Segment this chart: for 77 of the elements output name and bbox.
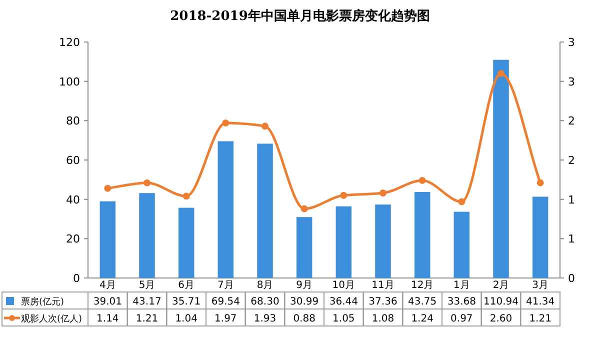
y-tick-label: 80	[66, 114, 80, 128]
x-tick-label: 12月	[410, 280, 434, 291]
y2-tick-label: 3	[568, 75, 575, 88]
data-label: 1.14	[96, 314, 119, 324]
y2-tick-label: 2	[568, 114, 575, 128]
data-label: 1.24	[411, 314, 434, 324]
legend-label: 观影人次(亿人)	[21, 314, 82, 324]
bar	[178, 208, 194, 278]
y-tick-label: 60	[66, 154, 80, 167]
data-label: 41.34	[526, 296, 555, 308]
data-label: 2.60	[490, 314, 512, 324]
x-tick-label: 6月	[178, 280, 195, 291]
data-label: 68.30	[250, 296, 280, 308]
chart-title: 2018-2019年中国单月电影票房变化趋势图	[170, 8, 430, 24]
y-tick-label: 40	[66, 193, 80, 206]
bar	[493, 60, 509, 278]
data-label: 1.97	[214, 314, 237, 324]
y-tick-label: 20	[66, 232, 80, 246]
data-label: 69.54	[211, 296, 240, 308]
data-label: 43.17	[132, 296, 162, 308]
point	[458, 198, 466, 206]
data-label: 35.71	[172, 296, 201, 308]
y-tick-label: 100	[59, 75, 80, 88]
point	[104, 184, 112, 192]
data-label: 33.68	[447, 296, 476, 308]
point	[182, 192, 190, 200]
bar	[336, 206, 352, 278]
data-label: 37.36	[368, 296, 398, 308]
x-tick-label: 4月	[99, 280, 116, 291]
data-label: 1.05	[332, 314, 355, 324]
data-label: 0.88	[293, 314, 316, 324]
data-label: 1.04	[175, 314, 198, 324]
data-label: 1.08	[372, 314, 394, 324]
point	[300, 205, 308, 212]
x-tick-label: 3月	[532, 280, 549, 291]
point	[222, 120, 230, 127]
point	[380, 190, 386, 197]
bar	[296, 217, 312, 278]
point	[498, 70, 504, 77]
bar	[257, 144, 273, 278]
data-label: 1.21	[136, 314, 158, 324]
y2-tick-label: 2	[568, 154, 575, 167]
y-tick-label: 0	[73, 272, 80, 285]
x-tick-label: 10月	[332, 280, 356, 291]
bar	[375, 204, 391, 278]
y-tick-label: 120	[59, 36, 80, 49]
point	[144, 179, 150, 186]
x-tick-label: 9月	[296, 280, 313, 291]
point	[418, 176, 426, 184]
data-label: 36.44	[329, 296, 358, 308]
bar	[139, 193, 155, 278]
data-label: 1.93	[254, 314, 276, 324]
bar	[414, 192, 430, 278]
bar	[100, 201, 116, 278]
y2-tick-label: 3	[568, 36, 575, 49]
bar	[454, 212, 470, 278]
bar	[218, 141, 234, 278]
bar	[532, 196, 548, 278]
data-label: 43.75	[408, 296, 437, 308]
x-tick-label: 7月	[217, 280, 234, 291]
y2-tick-label: 1	[568, 193, 575, 206]
data-label: 110.94	[484, 296, 518, 308]
point	[536, 179, 544, 186]
point	[262, 122, 268, 130]
x-tick-label: 11月	[372, 280, 394, 291]
y2-tick-label: 1	[568, 232, 575, 246]
data-label: 39.01	[93, 296, 122, 308]
x-tick-label: 2月	[492, 280, 510, 291]
data-label: 30.99	[290, 296, 319, 308]
x-tick-label: 5月	[138, 280, 156, 291]
data-label: 1.21	[529, 314, 552, 324]
point	[340, 192, 348, 199]
legend-label: 票房(亿元)	[21, 296, 64, 308]
y2-tick-label: 0	[568, 272, 575, 285]
x-tick-label: 1月	[453, 280, 470, 291]
x-tick-label: 8月	[256, 280, 274, 291]
data-label: 0.97	[450, 314, 473, 324]
